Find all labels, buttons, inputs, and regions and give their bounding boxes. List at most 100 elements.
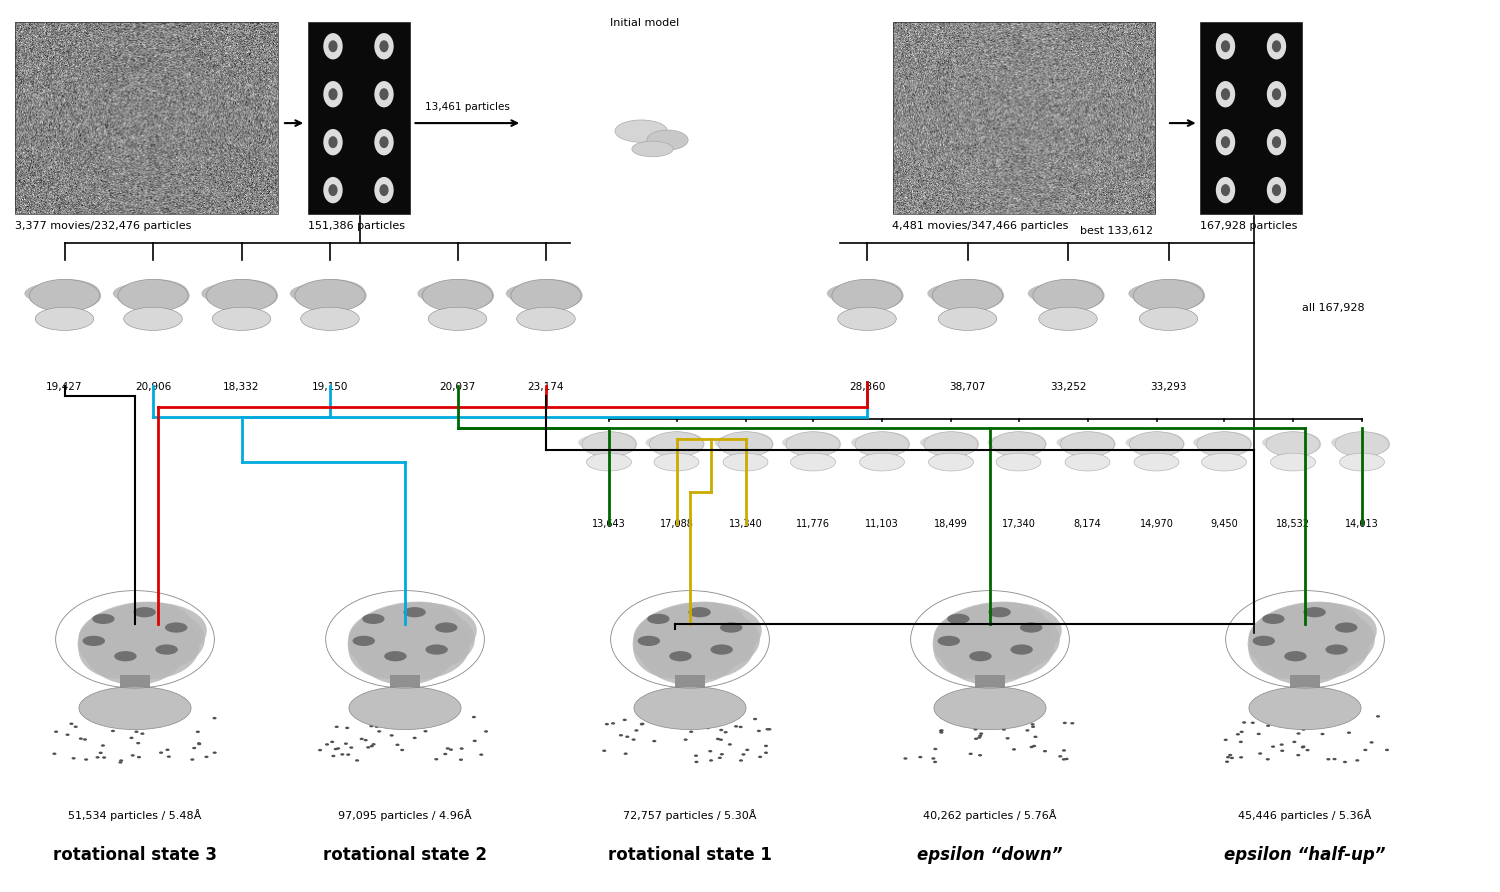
FancyBboxPatch shape xyxy=(741,452,750,462)
Circle shape xyxy=(746,748,750,751)
Circle shape xyxy=(74,725,78,728)
Circle shape xyxy=(723,731,728,733)
Ellipse shape xyxy=(633,611,728,679)
Ellipse shape xyxy=(662,439,696,455)
Text: 18,332: 18,332 xyxy=(224,382,260,392)
Circle shape xyxy=(706,727,710,730)
FancyBboxPatch shape xyxy=(996,675,1005,711)
Ellipse shape xyxy=(1216,177,1234,203)
Text: 13,340: 13,340 xyxy=(729,519,762,529)
Ellipse shape xyxy=(34,279,99,305)
Ellipse shape xyxy=(582,432,636,457)
Ellipse shape xyxy=(1272,136,1281,148)
Ellipse shape xyxy=(1060,432,1114,457)
Circle shape xyxy=(1370,741,1374,744)
Ellipse shape xyxy=(1340,453,1384,471)
Ellipse shape xyxy=(328,88,338,100)
Circle shape xyxy=(1293,740,1296,743)
Ellipse shape xyxy=(207,279,276,312)
Circle shape xyxy=(632,739,636,741)
Ellipse shape xyxy=(328,136,338,148)
Ellipse shape xyxy=(650,432,704,457)
Ellipse shape xyxy=(633,601,747,661)
Circle shape xyxy=(741,753,746,756)
Circle shape xyxy=(376,731,381,732)
Circle shape xyxy=(433,758,438,761)
Ellipse shape xyxy=(933,601,1047,661)
Ellipse shape xyxy=(654,453,699,471)
Circle shape xyxy=(326,743,328,746)
Ellipse shape xyxy=(837,307,897,330)
Circle shape xyxy=(423,730,427,732)
Circle shape xyxy=(1226,756,1230,758)
Ellipse shape xyxy=(82,602,207,665)
Circle shape xyxy=(708,723,712,726)
Ellipse shape xyxy=(633,606,728,661)
Circle shape xyxy=(334,725,339,728)
Ellipse shape xyxy=(435,623,457,632)
Ellipse shape xyxy=(1330,434,1382,450)
Ellipse shape xyxy=(1140,307,1197,330)
Ellipse shape xyxy=(596,434,638,455)
Bar xyxy=(1200,22,1302,214)
Circle shape xyxy=(484,731,488,732)
Ellipse shape xyxy=(578,434,628,450)
Circle shape xyxy=(135,731,138,733)
Ellipse shape xyxy=(638,636,660,646)
FancyBboxPatch shape xyxy=(1014,452,1023,462)
Circle shape xyxy=(1026,729,1029,731)
Ellipse shape xyxy=(645,434,696,450)
Ellipse shape xyxy=(945,611,1054,680)
Circle shape xyxy=(345,727,350,729)
Ellipse shape xyxy=(438,289,483,310)
Ellipse shape xyxy=(1278,439,1312,455)
Circle shape xyxy=(117,721,122,723)
Circle shape xyxy=(459,758,464,761)
Ellipse shape xyxy=(934,687,1046,730)
Ellipse shape xyxy=(1128,283,1194,304)
Circle shape xyxy=(1300,746,1305,748)
Ellipse shape xyxy=(859,453,904,471)
Circle shape xyxy=(72,757,75,759)
Ellipse shape xyxy=(669,651,692,661)
Ellipse shape xyxy=(82,636,105,646)
Ellipse shape xyxy=(117,288,174,307)
Ellipse shape xyxy=(30,279,99,312)
Ellipse shape xyxy=(1134,432,1184,451)
Ellipse shape xyxy=(732,434,774,455)
FancyBboxPatch shape xyxy=(120,675,129,711)
Ellipse shape xyxy=(348,606,442,661)
Circle shape xyxy=(136,756,141,758)
Ellipse shape xyxy=(516,279,580,305)
Ellipse shape xyxy=(165,623,188,632)
Ellipse shape xyxy=(78,601,192,661)
Ellipse shape xyxy=(924,432,978,457)
Circle shape xyxy=(1384,748,1389,751)
Ellipse shape xyxy=(510,288,567,307)
Circle shape xyxy=(969,753,972,755)
Circle shape xyxy=(213,751,216,754)
Circle shape xyxy=(1329,724,1334,727)
Ellipse shape xyxy=(1280,434,1322,455)
Ellipse shape xyxy=(933,611,1028,679)
Circle shape xyxy=(933,747,938,750)
Circle shape xyxy=(196,731,200,733)
Ellipse shape xyxy=(1132,288,1190,307)
Ellipse shape xyxy=(800,434,842,455)
Ellipse shape xyxy=(123,279,188,305)
Text: epsilon “down”: epsilon “down” xyxy=(916,846,1062,863)
Ellipse shape xyxy=(294,288,351,307)
Circle shape xyxy=(336,747,340,749)
Ellipse shape xyxy=(1134,279,1203,312)
Text: 14,970: 14,970 xyxy=(1140,519,1173,529)
Ellipse shape xyxy=(363,607,476,672)
Ellipse shape xyxy=(924,439,968,453)
Text: 151,386 particles: 151,386 particles xyxy=(308,221,405,231)
Text: 4,481 movies/347,466 particles: 4,481 movies/347,466 particles xyxy=(892,221,1070,231)
Ellipse shape xyxy=(633,611,720,668)
Ellipse shape xyxy=(933,611,1020,668)
Ellipse shape xyxy=(1252,636,1275,646)
Ellipse shape xyxy=(1032,288,1089,307)
Text: 33,252: 33,252 xyxy=(1050,382,1086,392)
Circle shape xyxy=(102,756,106,759)
